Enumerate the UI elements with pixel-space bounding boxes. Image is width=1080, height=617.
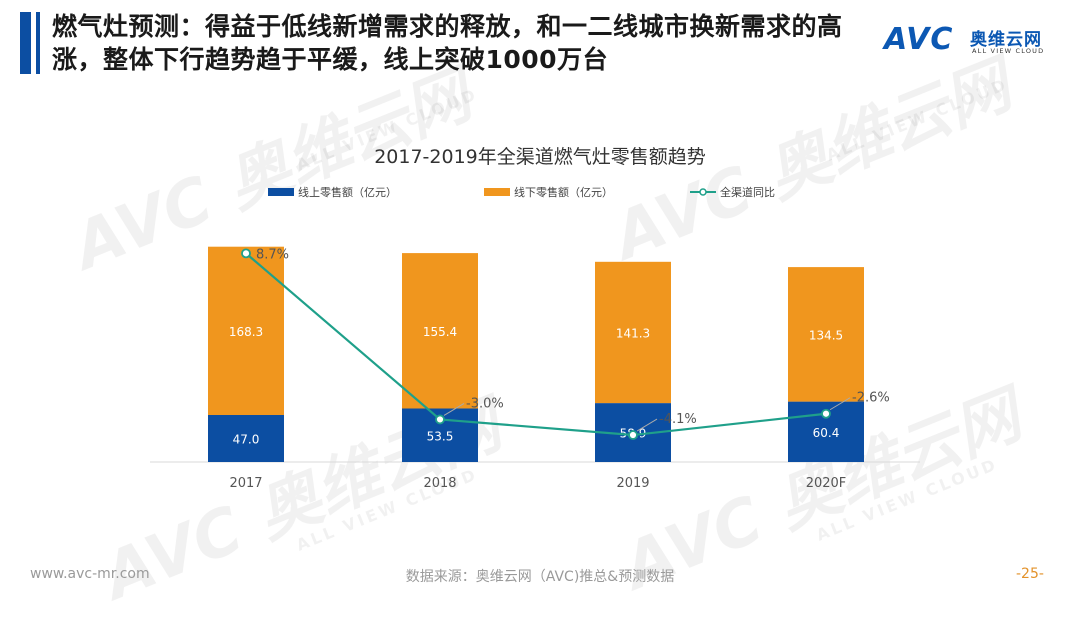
accent-bar	[20, 12, 31, 74]
yoy-label: -2.6%	[852, 391, 890, 406]
data-label-offline: 141.3	[616, 326, 650, 340]
yoy-label: -3.0%	[466, 396, 504, 411]
yoy-line	[245, 252, 827, 437]
chart-title: 2017-2019年全渠道燃气灶零售额趋势	[374, 146, 706, 168]
yoy-leader-line	[829, 397, 851, 411]
brand-logo: AVC 奥维云网 ALL VIEW CLOUD	[884, 22, 1064, 62]
logo-mark: AVC	[884, 22, 954, 57]
x-tick-label: 2017	[229, 476, 262, 491]
yoy-point	[435, 414, 445, 425]
legend-marker-yoy	[699, 188, 707, 196]
footer-url[interactable]: www.avc-mr.com	[30, 566, 150, 582]
bar-offline	[402, 253, 478, 409]
legend-swatch-online	[268, 188, 294, 196]
data-label-online: 47.0	[233, 433, 260, 447]
legend-swatch-offline	[484, 188, 510, 196]
yoy-point	[241, 248, 251, 259]
yoy-label: -4.1%	[659, 412, 697, 427]
yoy-label: 8.7%	[256, 247, 289, 262]
x-tick-label: 2018	[423, 476, 456, 491]
page-title: 燃气灶预测：得益于低线新增需求的释放，和一二线城市换新需求的高涨，整体下行趋势趋…	[52, 12, 843, 74]
accent-bar-thin	[36, 12, 40, 74]
data-source: 数据来源：奥维云网（AVC)推总&预测数据	[405, 569, 675, 585]
legend-label-offline: 线下零售额（亿元）	[514, 185, 613, 199]
data-label-offline: 155.4	[423, 325, 457, 339]
data-label-offline: 134.5	[809, 328, 843, 342]
logo-name-cn: 奥维云网	[970, 30, 1042, 50]
data-label-offline: 168.3	[229, 325, 263, 339]
bar-online	[208, 415, 284, 462]
yoy-point	[628, 430, 638, 440]
data-label-online: 60.4	[813, 426, 840, 440]
yoy-leader-line	[443, 402, 465, 416]
x-tick-label: 2020F	[806, 476, 847, 491]
bar-offline	[788, 267, 864, 402]
x-tick-label: 2019	[616, 476, 649, 491]
yoy-point	[821, 408, 831, 419]
legend-label-online: 线上零售额（亿元）	[298, 185, 397, 199]
data-label-online: 53.5	[427, 429, 454, 443]
logo-name-en: ALL VIEW CLOUD	[972, 47, 1045, 55]
page-number: -25-	[1016, 566, 1044, 582]
legend-label-yoy: 全渠道同比	[720, 185, 775, 199]
bar-offline	[595, 261, 671, 404]
yoy-leader-line	[636, 418, 658, 432]
